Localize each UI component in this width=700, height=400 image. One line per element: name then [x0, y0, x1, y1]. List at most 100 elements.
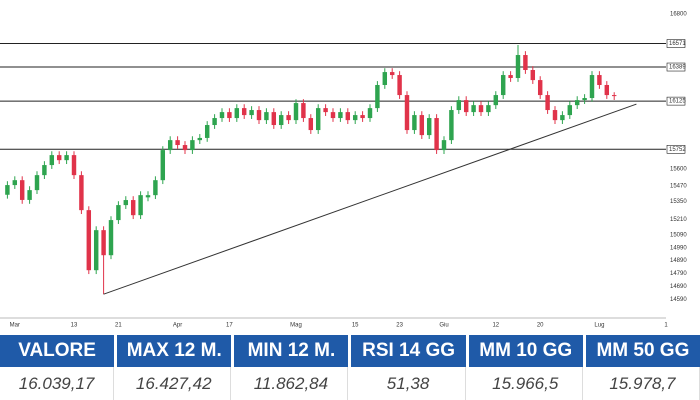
candle-body: [426, 118, 432, 136]
level-label: 16389: [669, 65, 686, 71]
level-label: 16125: [669, 99, 686, 105]
candle-body: [574, 100, 580, 106]
candle-body: [500, 75, 506, 96]
candle-body: [323, 108, 328, 113]
candle-body: [153, 180, 158, 196]
y-tick-label: 15350: [670, 199, 687, 205]
candle-body: [182, 145, 188, 151]
candle-body: [611, 95, 617, 97]
candle-body: [234, 108, 240, 119]
candle-body: [12, 180, 18, 186]
value-cell: 16.427,42: [117, 367, 232, 400]
trendline: [103, 103, 637, 295]
header-cell: MM 10 GG: [468, 335, 583, 367]
candle-body: [308, 118, 314, 131]
candle-body: [219, 112, 225, 119]
candle-body: [56, 155, 62, 161]
level-label: 15752: [669, 147, 686, 153]
x-tick-label: 15: [352, 323, 359, 329]
candle-body: [345, 112, 351, 121]
candle-body: [463, 100, 469, 113]
candle-body: [271, 112, 277, 126]
candle-body: [123, 200, 129, 206]
x-tick-label: 23: [396, 323, 403, 329]
candle-body: [130, 200, 136, 216]
level-label-box: [666, 62, 686, 72]
candle-body: [301, 103, 306, 119]
candle-body: [456, 100, 462, 111]
candle-body: [389, 72, 395, 76]
value-cell: 11.862,84: [234, 367, 349, 400]
candle-body: [486, 105, 491, 113]
header-cell: MIN 12 M.: [234, 335, 349, 367]
x-tick-label: Mag: [290, 323, 302, 329]
candle-body: [278, 115, 284, 126]
candle-body: [545, 95, 550, 111]
y-tick-label: 14690: [670, 284, 687, 290]
y-tick-label: 15470: [670, 183, 687, 189]
candle-body: [42, 165, 47, 176]
candle-body: [5, 185, 10, 195]
candle-body: [264, 112, 269, 121]
candle-body: [227, 112, 232, 119]
candle-body: [508, 75, 513, 79]
candle-body: [64, 155, 69, 161]
candle-body: [19, 180, 25, 200]
candle-body: [367, 108, 373, 119]
candle-body: [286, 115, 291, 121]
candle-body: [27, 190, 32, 200]
candle-body: [212, 118, 217, 126]
candle-body: [160, 150, 166, 181]
candle-body: [108, 220, 114, 256]
x-tick-label: Giu: [439, 323, 448, 329]
level-label-box: [666, 96, 686, 106]
stats-table: VALORE MAX 12 M. MIN 12 M. RSI 14 GG MM 10 G…: [0, 335, 700, 400]
x-tick-label: 12: [492, 323, 499, 329]
candle-body: [419, 115, 425, 136]
candle-body: [471, 105, 476, 113]
candle-body: [382, 72, 388, 85]
candle-body: [552, 110, 558, 121]
candle-body: [79, 175, 84, 211]
y-tick-label: 15210: [670, 217, 687, 223]
candle-body: [190, 140, 195, 151]
candle-body: [530, 70, 536, 81]
y-tick-label: 15090: [670, 232, 687, 238]
x-tick-label: 21: [115, 323, 122, 329]
candle-body: [537, 80, 543, 96]
candle-body: [71, 155, 77, 176]
candle-body: [434, 118, 439, 151]
candle-body: [404, 95, 410, 131]
y-tick-label: 16800: [670, 12, 687, 18]
candle-body: [523, 55, 528, 71]
header-cell: MM 50 GG: [585, 335, 700, 367]
candle-body: [293, 103, 299, 121]
candle-body: [589, 75, 595, 99]
level-label-box: [666, 145, 686, 154]
level-label: 16571: [669, 41, 686, 47]
candle-body: [175, 140, 180, 146]
value-cell: 15.966,5: [469, 367, 583, 400]
header-cell: VALORE: [0, 335, 115, 367]
candle-body: [315, 108, 321, 131]
candle-body: [412, 115, 417, 131]
value-cell: 16.039,17: [0, 367, 115, 400]
header-cell: MAX 12 M.: [117, 335, 232, 367]
candle-body: [441, 140, 447, 151]
candle-body: [604, 84, 610, 96]
candle-body: [582, 98, 587, 101]
x-tick-label: Mar: [10, 323, 20, 329]
candle-body: [145, 195, 151, 198]
y-tick-label: 14990: [670, 245, 687, 251]
candle-body: [493, 95, 499, 106]
x-tick-label: 17: [226, 323, 233, 329]
candle-body: [449, 110, 454, 141]
candle-body: [397, 75, 402, 96]
candle-body: [338, 112, 343, 119]
y-tick-label: 14790: [670, 271, 687, 277]
candle-body: [93, 230, 99, 271]
candle-body: [197, 137, 203, 141]
value-cell: 15.978,7: [586, 367, 700, 400]
x-tick-label: 20: [537, 323, 544, 329]
candle-body: [241, 108, 247, 116]
